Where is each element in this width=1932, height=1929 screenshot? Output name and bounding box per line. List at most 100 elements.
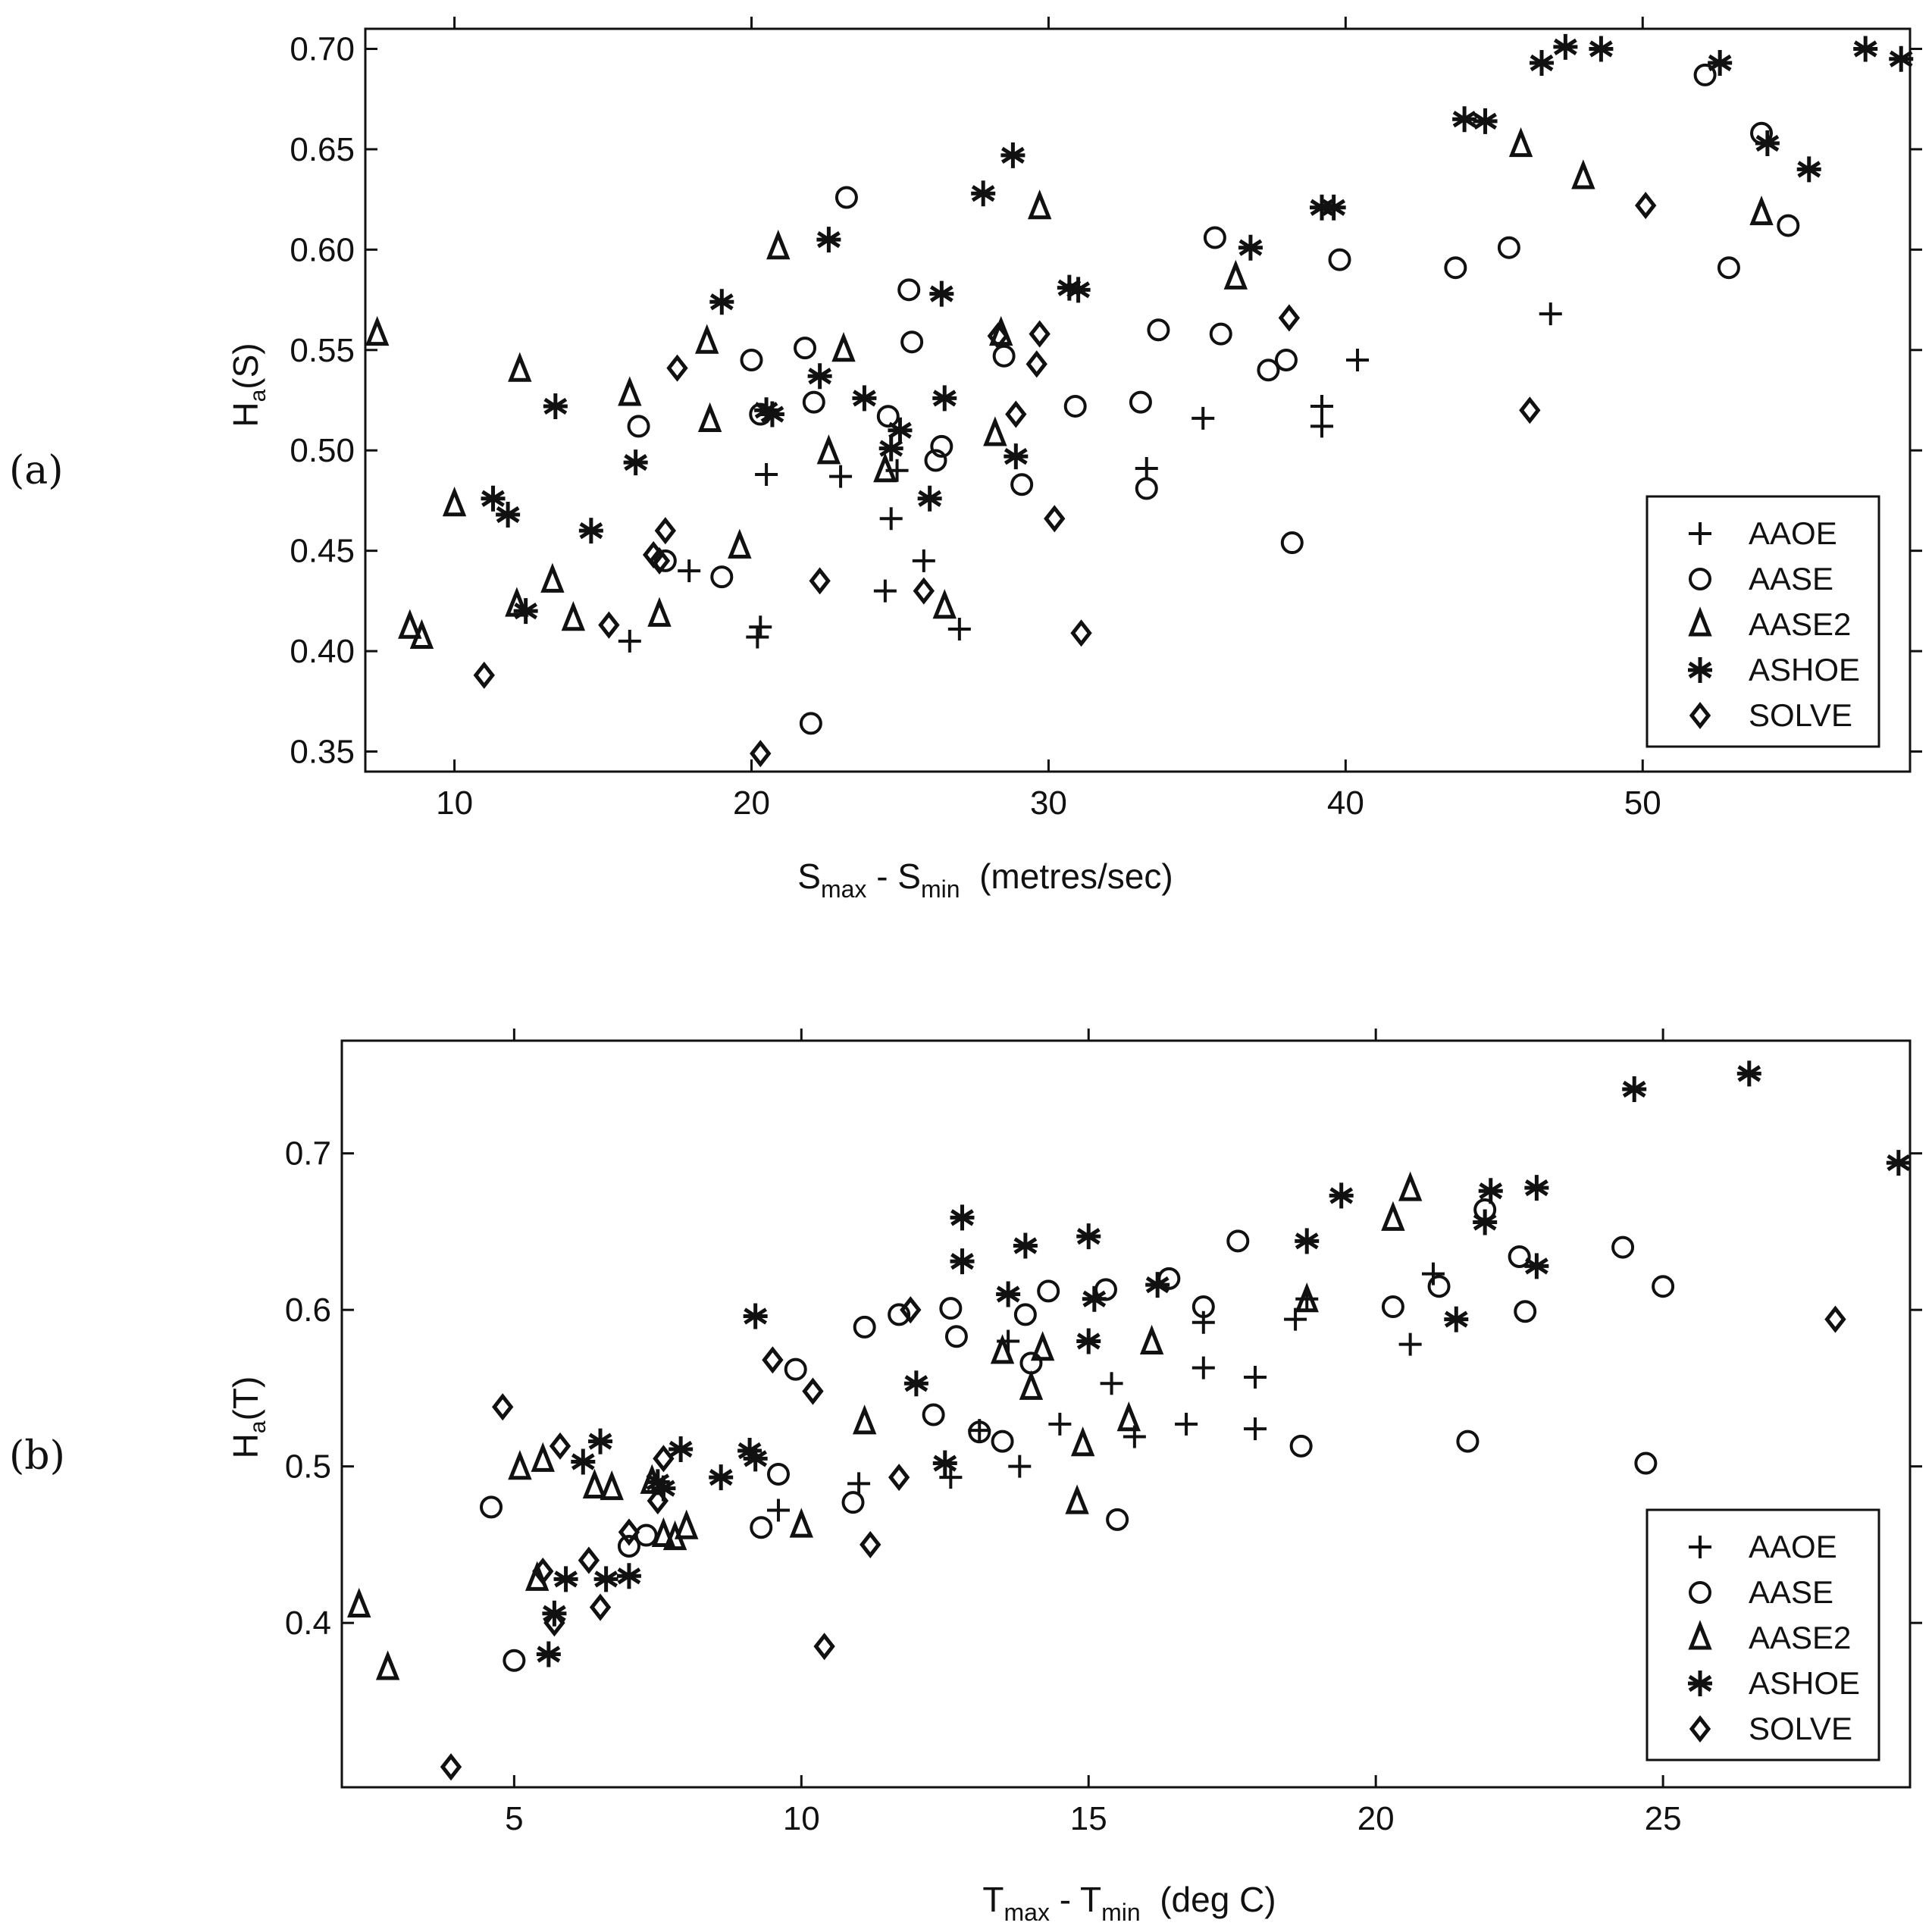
point-aase2 bbox=[1398, 1171, 1423, 1201]
point-aase bbox=[750, 1516, 773, 1539]
point-solve bbox=[913, 577, 935, 605]
point-aase bbox=[1019, 1351, 1043, 1375]
point-aase bbox=[1444, 256, 1467, 280]
point-aaoe bbox=[1048, 1412, 1072, 1436]
point-aase bbox=[834, 186, 858, 209]
point-solve bbox=[532, 1557, 554, 1586]
point-aase2 bbox=[647, 597, 672, 627]
point-aase2 bbox=[766, 229, 791, 260]
point-aase2 bbox=[1508, 127, 1533, 158]
legend-label-solve: SOLVE bbox=[1749, 1711, 1852, 1746]
legend-label-ashoe: ASHOE bbox=[1749, 652, 1860, 687]
series-aase2 bbox=[365, 127, 1774, 650]
point-aase bbox=[939, 1297, 963, 1320]
point-ashoe bbox=[932, 1450, 957, 1476]
x-tick-label: 30 bbox=[1030, 784, 1067, 822]
point-ashoe bbox=[1524, 1175, 1549, 1201]
point-solve bbox=[762, 1346, 784, 1374]
point-ashoe bbox=[1057, 274, 1082, 301]
legend-marker-aase bbox=[1689, 1581, 1711, 1604]
point-aase2 bbox=[990, 1334, 1015, 1364]
point-aase2 bbox=[1116, 1401, 1141, 1432]
point-solve bbox=[492, 1393, 514, 1421]
legend-symbol-ashoe bbox=[1688, 1671, 1712, 1696]
svg-text:Ha(S): Ha(S) bbox=[226, 343, 271, 427]
x-axis-label-sub2: min bbox=[921, 875, 960, 903]
legend-marker-aase2 bbox=[1688, 606, 1712, 637]
y-axis-label-sub: a bbox=[246, 389, 271, 402]
point-solve bbox=[1029, 320, 1051, 348]
point-aase2 bbox=[695, 324, 719, 354]
point-ashoe bbox=[513, 598, 538, 625]
series-aase bbox=[627, 63, 1800, 735]
point-ashoe bbox=[496, 501, 521, 528]
legend-marker-aase bbox=[1689, 568, 1711, 590]
point-aase bbox=[1456, 1430, 1480, 1453]
x-axis-label-pre: S bbox=[797, 856, 821, 896]
plot-area-a: 10 20 30 40 50 0.35 0.40 0.45 0.50 0.55 0.60 0.65 0.… bbox=[290, 17, 1922, 822]
point-ashoe bbox=[1321, 194, 1346, 221]
point-aase bbox=[480, 1495, 503, 1519]
point-aase bbox=[853, 1315, 876, 1339]
point-solve bbox=[1824, 1305, 1846, 1333]
point-ashoe bbox=[616, 1563, 641, 1589]
point-aaoe bbox=[1008, 1455, 1032, 1478]
point-aase bbox=[1013, 1303, 1037, 1326]
panel-b: (b) Ha(T) Tmax - Tmin (deg C) 5 10 15 20 25 0… bbox=[9, 1029, 1922, 1926]
point-solve bbox=[648, 546, 671, 575]
point-aase2 bbox=[1030, 1331, 1055, 1361]
point-aase bbox=[503, 1649, 526, 1672]
point-ashoe bbox=[932, 385, 957, 412]
point-ashoe bbox=[1589, 36, 1614, 62]
y-axis-label-main: H bbox=[226, 1433, 265, 1458]
point-solve bbox=[598, 611, 620, 639]
point-solve bbox=[578, 1546, 600, 1574]
legend-symbol-aaoe bbox=[1689, 522, 1711, 545]
x-axis-label-pre: T bbox=[982, 1880, 1004, 1919]
point-ashoe bbox=[1736, 1060, 1761, 1087]
point-ashoe bbox=[852, 385, 877, 412]
point-aase2 bbox=[1027, 189, 1052, 220]
x-axis-label-b: Tmax - Tmin (deg C) bbox=[982, 1880, 1276, 1925]
point-ashoe bbox=[1530, 50, 1555, 77]
y-tick-label: 0.65 bbox=[290, 131, 355, 168]
x-axis-label-sub2: min bbox=[1101, 1899, 1141, 1925]
point-aase2 bbox=[789, 1508, 813, 1538]
point-aase bbox=[1514, 1300, 1537, 1323]
point-aase bbox=[1652, 1275, 1675, 1298]
y-tick-label: 0.40 bbox=[290, 633, 355, 670]
point-aaoe bbox=[1191, 406, 1215, 430]
legend-box bbox=[1645, 495, 1880, 748]
point-ashoe bbox=[709, 1464, 734, 1491]
legend-label-aaoe: AAOE bbox=[1749, 1529, 1837, 1564]
point-aase2 bbox=[561, 600, 586, 631]
y-axis-label-sub: a bbox=[246, 1420, 271, 1433]
point-aase bbox=[1191, 1295, 1215, 1319]
point-aase bbox=[802, 390, 825, 414]
point-solve bbox=[1278, 304, 1301, 332]
point-ashoe bbox=[929, 280, 954, 307]
point-ashoe bbox=[651, 1475, 676, 1502]
point-aase bbox=[1289, 1434, 1313, 1458]
point-aaoe bbox=[947, 617, 971, 640]
point-aaoe bbox=[873, 579, 897, 603]
point-ashoe bbox=[1076, 1223, 1101, 1250]
point-solve bbox=[809, 567, 831, 595]
point-aaoe bbox=[1191, 1356, 1215, 1379]
point-ashoe bbox=[1295, 1228, 1320, 1254]
point-ashoe bbox=[1473, 108, 1498, 134]
point-aase bbox=[766, 1463, 790, 1486]
point-aaoe bbox=[1175, 1412, 1198, 1436]
point-aase2 bbox=[540, 562, 565, 593]
point-aase bbox=[930, 434, 953, 458]
plot-frame bbox=[364, 27, 1912, 773]
point-aase bbox=[1280, 531, 1304, 555]
y-tick-label: 0.60 bbox=[290, 231, 355, 268]
point-solve bbox=[666, 354, 688, 382]
x-tick-label: 20 bbox=[733, 784, 770, 822]
legend-label-aaoe: AAOE bbox=[1749, 515, 1837, 551]
point-aase bbox=[784, 1358, 807, 1381]
legend-symbol-aase bbox=[1689, 568, 1711, 590]
y-tick-label: 0.50 bbox=[290, 432, 355, 469]
point-ashoe bbox=[1145, 1272, 1170, 1298]
